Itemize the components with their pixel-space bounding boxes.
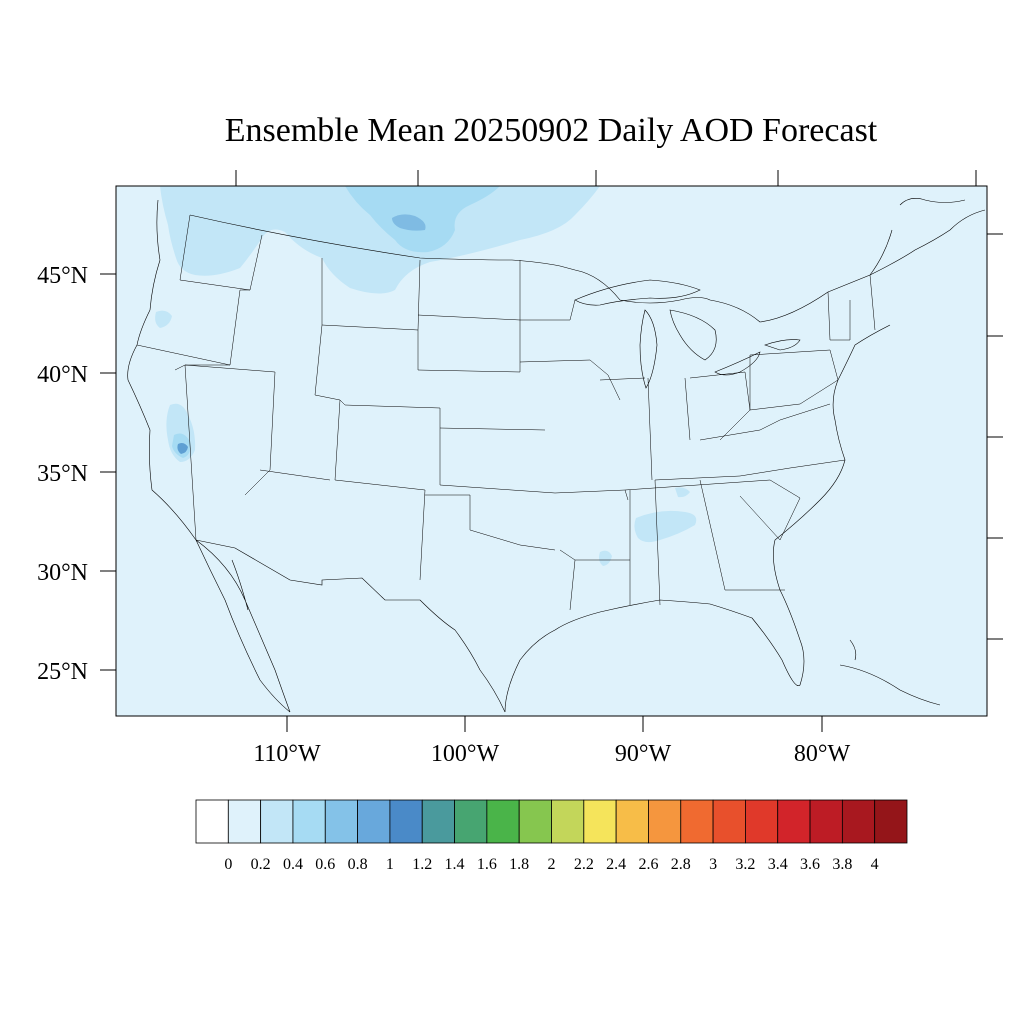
gulf-coast bbox=[504, 589, 805, 713]
colorbar-swatch bbox=[421, 799, 455, 844]
lake-huron bbox=[669, 309, 717, 361]
aod-contour-ar bbox=[675, 487, 690, 498]
colorbar-label: 4 bbox=[871, 856, 879, 873]
colorbar-label: 0.4 bbox=[283, 856, 303, 873]
colorbar-label: 1.8 bbox=[509, 856, 529, 873]
lon-label: 100°W bbox=[431, 741, 500, 767]
colorbar-swatch bbox=[324, 799, 358, 844]
baja-coast bbox=[195, 539, 291, 713]
colorbar-label: 3.2 bbox=[735, 856, 755, 873]
colorbar-swatch bbox=[389, 799, 423, 844]
colorbar-label: 2.4 bbox=[606, 856, 626, 873]
colorbar-swatch bbox=[648, 799, 682, 844]
colorbar-label: 0.8 bbox=[348, 856, 368, 873]
lake-erie bbox=[714, 351, 761, 376]
colorbar-label: 2.8 bbox=[671, 856, 691, 873]
aod-hotspot bbox=[177, 443, 188, 454]
aod-contour-0.2-0.4-north bbox=[160, 186, 600, 294]
map-frame bbox=[115, 185, 988, 717]
colorbar-swatch bbox=[712, 799, 746, 844]
atlantic-coast bbox=[773, 324, 891, 591]
lake-ontario bbox=[764, 339, 801, 351]
map-boundaries bbox=[127, 198, 986, 713]
cuba-coast bbox=[839, 639, 941, 706]
aod-contour-la bbox=[599, 550, 612, 566]
colorbar-label: 2.6 bbox=[638, 856, 658, 873]
colorbar-swatch bbox=[874, 799, 908, 844]
colorbar-label: 3 bbox=[709, 856, 717, 873]
top-ticks bbox=[235, 170, 977, 186]
colorbar-swatch bbox=[841, 799, 876, 844]
colorbar-label: 1 bbox=[386, 856, 394, 873]
colorbar-label: 0 bbox=[224, 856, 232, 873]
colorbar-swatch bbox=[518, 799, 552, 844]
colorbar-swatch bbox=[615, 799, 649, 844]
aod-contour-nw-wa bbox=[182, 224, 205, 270]
colorbar-label: 1.2 bbox=[412, 856, 432, 873]
colorbar-swatch bbox=[680, 799, 714, 844]
right-ticks bbox=[987, 233, 1003, 640]
colorbar-label: 0.2 bbox=[251, 856, 271, 873]
aod-field bbox=[155, 186, 697, 566]
lat-label: 25°N bbox=[37, 659, 88, 685]
colorbar-label: 3.4 bbox=[768, 856, 788, 873]
colorbar-swatch bbox=[809, 799, 843, 844]
lon-label: 110°W bbox=[253, 741, 321, 767]
aod-contour-0.6-0.8-north bbox=[392, 214, 426, 231]
us-canada-border bbox=[189, 214, 893, 323]
lat-label: 35°N bbox=[37, 461, 88, 487]
latitude-axis: 45°N 40°N 35°N 30°N 25°N bbox=[37, 263, 116, 685]
lat-label: 45°N bbox=[37, 263, 88, 289]
colorbar-label: 3.6 bbox=[800, 856, 820, 873]
lat-label: 30°N bbox=[37, 560, 88, 586]
longitude-axis: 110°W 100°W 90°W 80°W bbox=[253, 716, 850, 767]
colorbar-swatch bbox=[292, 799, 326, 844]
colorbar-swatch bbox=[777, 799, 811, 844]
colorbar-label: 2 bbox=[548, 856, 556, 873]
colorbar-label: 3.8 bbox=[832, 856, 852, 873]
aod-contour-or-coast bbox=[155, 310, 172, 328]
colorbar-labels: 0 0.2 0.4 0.6 0.8 1 1.2 1.4 1.6 1.8 2 2.2 2.4 2.6 2.8 3… bbox=[224, 856, 878, 873]
colorbar-swatch bbox=[486, 799, 520, 844]
lon-label: 90°W bbox=[615, 741, 672, 767]
map-background bbox=[116, 186, 987, 716]
map-title: Ensemble Mean 20250902 Daily AOD Forecas… bbox=[225, 112, 878, 149]
aod-contour-gulf-south bbox=[634, 510, 697, 543]
lake-michigan bbox=[639, 309, 658, 389]
colorbar-label: 1.6 bbox=[477, 856, 497, 873]
colorbar-swatch bbox=[260, 799, 294, 844]
colorbar-swatch bbox=[195, 799, 229, 844]
maritime-coast bbox=[869, 198, 986, 276]
state-lines bbox=[136, 214, 876, 611]
colorbar bbox=[195, 799, 908, 844]
mexico-border bbox=[195, 539, 506, 713]
colorbar-swatch bbox=[551, 799, 585, 844]
colorbar-label: 0.6 bbox=[315, 856, 335, 873]
colorbar-swatch bbox=[583, 799, 617, 844]
pacific-coast bbox=[127, 199, 291, 713]
colorbar-swatch bbox=[745, 799, 779, 844]
colorbar-swatch bbox=[454, 799, 488, 844]
lat-label: 40°N bbox=[37, 362, 88, 388]
colorbar-label: 1.4 bbox=[445, 856, 465, 873]
lon-label: 80°W bbox=[794, 741, 851, 767]
lake-superior bbox=[574, 279, 701, 306]
colorbar-label: 2.2 bbox=[574, 856, 594, 873]
aod-contour-0.4-0.6-north bbox=[345, 186, 500, 253]
colorbar-swatch bbox=[227, 799, 262, 844]
colorbar-swatch bbox=[357, 799, 391, 844]
